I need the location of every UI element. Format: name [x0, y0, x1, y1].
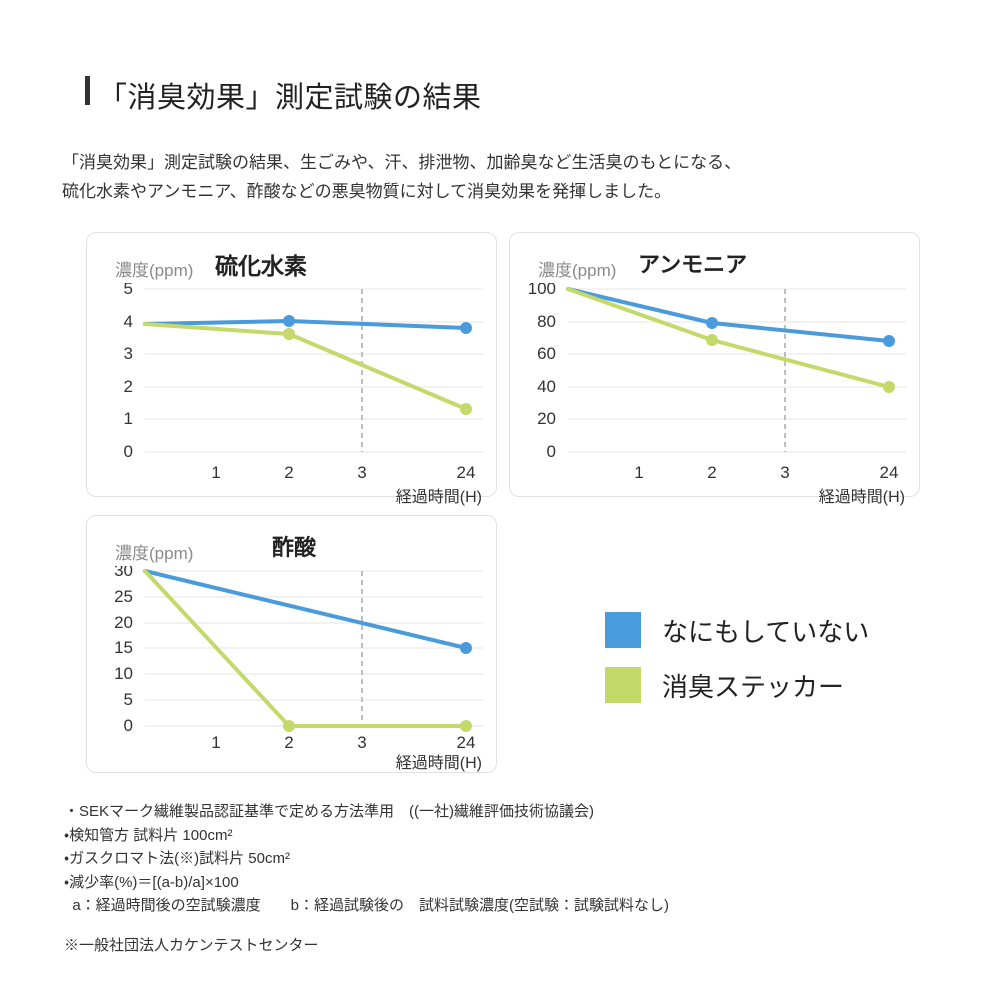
svg-text:24: 24 [880, 463, 899, 482]
svg-text:80: 80 [537, 312, 556, 331]
svg-text:3: 3 [780, 463, 789, 482]
svg-text:20: 20 [537, 409, 556, 428]
svg-text:1: 1 [124, 409, 133, 428]
svg-text:5: 5 [124, 690, 133, 709]
svg-text:10: 10 [114, 664, 133, 683]
svg-text:24: 24 [457, 463, 476, 482]
svg-text:1: 1 [211, 733, 220, 751]
svg-text:25: 25 [114, 587, 133, 606]
svg-text:0: 0 [124, 442, 133, 461]
svg-text:5: 5 [124, 283, 133, 298]
svg-text:40: 40 [537, 377, 556, 396]
svg-text:2: 2 [284, 733, 293, 751]
svg-text:0: 0 [124, 716, 133, 735]
svg-text:1: 1 [211, 463, 220, 482]
svg-text:0: 0 [547, 442, 556, 461]
svg-text:4: 4 [124, 312, 133, 331]
svg-text:20: 20 [114, 613, 133, 632]
svg-text:15: 15 [114, 638, 133, 657]
svg-text:3: 3 [357, 733, 366, 751]
svg-text:2: 2 [707, 463, 716, 482]
svg-text:2: 2 [124, 377, 133, 396]
svg-text:1: 1 [634, 463, 643, 482]
svg-text:30: 30 [114, 566, 133, 580]
svg-text:60: 60 [537, 344, 556, 363]
svg-text:2: 2 [284, 463, 293, 482]
svg-text:100: 100 [528, 283, 556, 298]
svg-text:3: 3 [357, 463, 366, 482]
svg-text:3: 3 [124, 344, 133, 363]
